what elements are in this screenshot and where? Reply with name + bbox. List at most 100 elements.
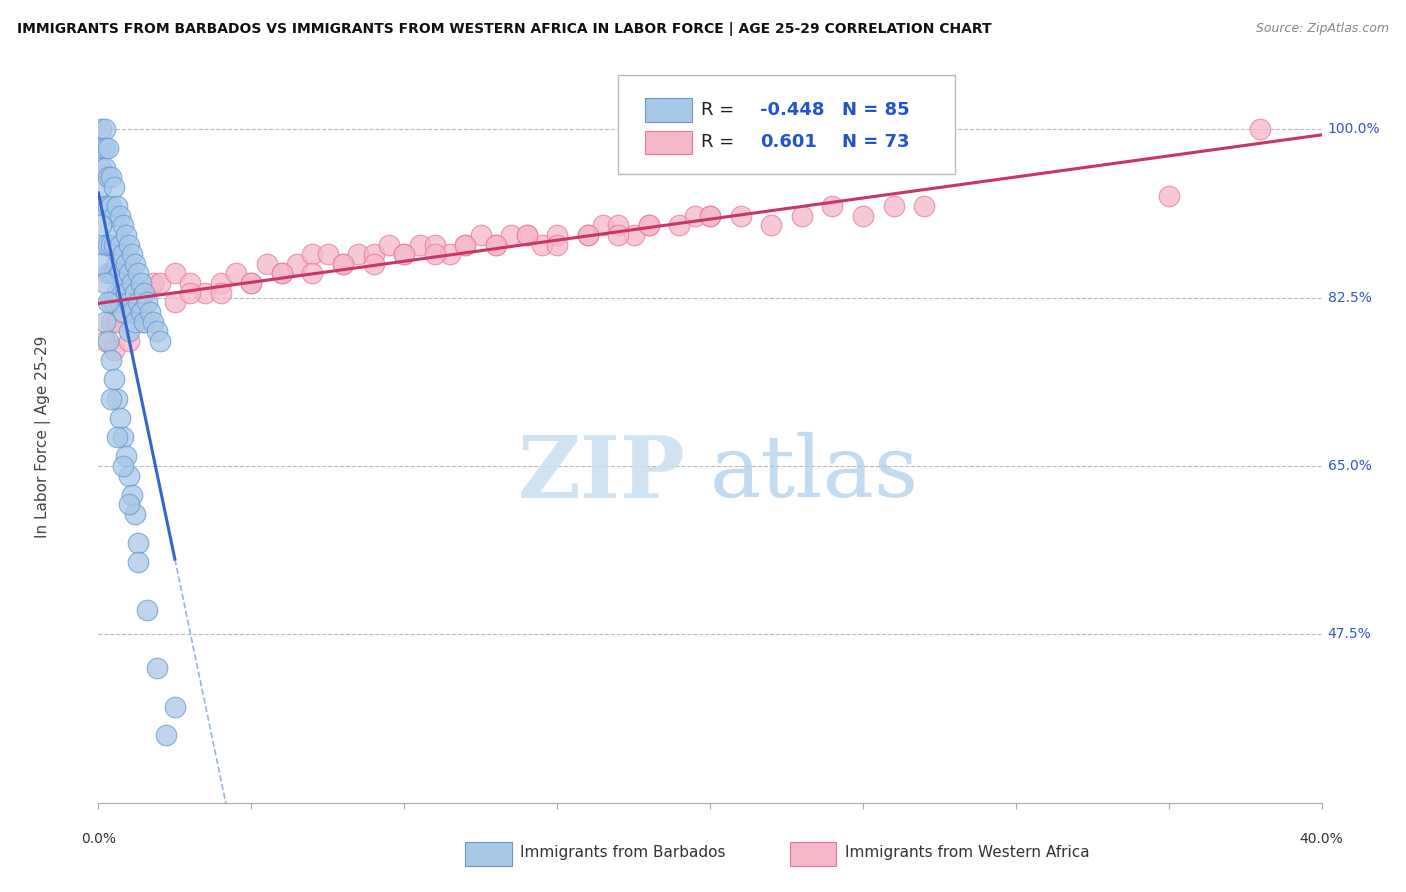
Point <box>470 227 492 242</box>
Point <box>285 257 308 271</box>
Point <box>194 285 217 300</box>
Point <box>1249 122 1271 136</box>
Point <box>93 161 115 175</box>
Point <box>115 285 138 300</box>
Point <box>93 334 115 348</box>
Point <box>111 305 134 319</box>
Point <box>97 334 120 348</box>
Point <box>668 219 690 233</box>
Point <box>121 276 143 290</box>
Text: 40.0%: 40.0% <box>1299 831 1344 846</box>
Bar <box>645 130 692 154</box>
Point <box>759 219 782 233</box>
Point <box>392 247 416 261</box>
Point <box>115 257 138 271</box>
Point <box>301 247 323 261</box>
Point <box>118 237 141 252</box>
Point <box>127 536 149 550</box>
Point <box>883 199 905 213</box>
Point <box>1157 189 1180 203</box>
Point <box>225 267 247 281</box>
Point <box>209 276 232 290</box>
Text: R =: R = <box>702 133 747 152</box>
Point <box>93 141 115 155</box>
Point <box>103 295 125 310</box>
Point <box>592 219 614 233</box>
Text: N = 85: N = 85 <box>842 101 910 120</box>
Text: IMMIGRANTS FROM BARBADOS VS IMMIGRANTS FROM WESTERN AFRICA IN LABOR FORCE | AGE : IMMIGRANTS FROM BARBADOS VS IMMIGRANTS F… <box>17 22 991 37</box>
Point <box>439 247 461 261</box>
Point <box>118 498 141 512</box>
Point <box>118 468 141 483</box>
Point <box>129 276 152 290</box>
Text: 100.0%: 100.0% <box>1327 122 1381 136</box>
Point <box>97 295 120 310</box>
FancyBboxPatch shape <box>619 75 955 174</box>
Bar <box>790 842 837 866</box>
Point <box>118 295 141 310</box>
Point <box>270 267 292 281</box>
Point <box>163 295 186 310</box>
Point <box>163 699 186 714</box>
Point <box>105 392 128 406</box>
Point <box>100 267 122 281</box>
Point <box>332 257 354 271</box>
Point <box>97 141 120 155</box>
Point <box>530 237 553 252</box>
Point <box>124 315 146 329</box>
Point <box>149 334 172 348</box>
Point <box>485 237 508 252</box>
Point <box>97 237 120 252</box>
Point <box>454 237 477 252</box>
Point <box>121 247 143 261</box>
Point <box>93 199 115 213</box>
Text: 65.0%: 65.0% <box>1327 459 1372 473</box>
Point <box>683 209 706 223</box>
Point <box>97 199 120 213</box>
Bar <box>465 842 512 866</box>
Point <box>108 209 131 223</box>
Point <box>179 285 201 300</box>
Point <box>637 219 661 233</box>
Point <box>912 199 935 213</box>
Point <box>115 450 138 464</box>
Point <box>108 267 131 281</box>
Point <box>105 227 128 242</box>
Point <box>136 603 159 617</box>
Point <box>209 285 232 300</box>
Point <box>100 392 122 406</box>
Point <box>576 227 599 242</box>
Point <box>90 122 112 136</box>
Point <box>90 161 112 175</box>
Point <box>699 209 721 223</box>
Point <box>546 237 568 252</box>
Point <box>103 237 125 252</box>
Text: Immigrants from Barbados: Immigrants from Barbados <box>520 845 725 860</box>
Text: N = 73: N = 73 <box>842 133 910 152</box>
Point <box>121 305 143 319</box>
Text: Immigrants from Western Africa: Immigrants from Western Africa <box>845 845 1090 860</box>
Point <box>423 247 446 261</box>
Point <box>790 209 813 223</box>
Point <box>105 199 128 213</box>
Point <box>103 267 125 281</box>
Point <box>127 555 149 569</box>
Point <box>90 141 112 155</box>
Point <box>103 372 125 386</box>
Point <box>93 122 115 136</box>
Point <box>111 458 134 473</box>
Point <box>423 237 446 252</box>
Point <box>408 237 430 252</box>
Point <box>100 315 122 329</box>
Point <box>852 209 875 223</box>
Point <box>115 227 138 242</box>
Point <box>90 219 112 233</box>
Point <box>124 295 146 310</box>
Point <box>100 237 122 252</box>
Text: -0.448: -0.448 <box>761 101 825 120</box>
Text: In Labor Force | Age 25-29: In Labor Force | Age 25-29 <box>35 336 52 538</box>
Point <box>301 267 323 281</box>
Point <box>93 315 115 329</box>
Point <box>546 227 568 242</box>
Point <box>149 276 172 290</box>
